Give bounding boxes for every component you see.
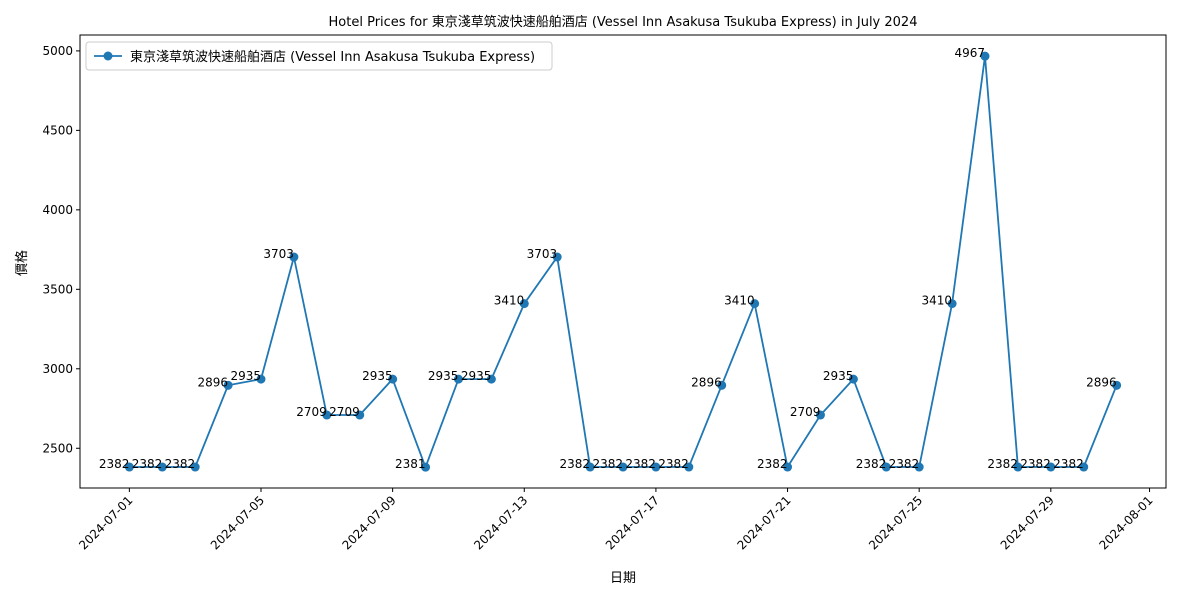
y-tick-label: 3000 [42, 362, 73, 376]
data-label: 2935 [461, 369, 492, 383]
data-label: 2381 [395, 457, 426, 471]
data-label: 3410 [724, 294, 755, 308]
data-label: 2382 [625, 457, 656, 471]
legend-marker-swatch [104, 52, 113, 61]
series-line [129, 56, 1116, 467]
data-label: 2709 [296, 405, 327, 419]
data-label: 2896 [1086, 375, 1117, 389]
data-label: 2935 [428, 369, 459, 383]
data-label: 2382 [560, 457, 591, 471]
data-label: 2382 [1053, 457, 1084, 471]
data-label: 2896 [198, 375, 229, 389]
y-axis: 2500 3000 3500 4000 4500 5000 [42, 44, 80, 455]
data-label: 2382 [1020, 457, 1051, 471]
y-tick-label: 4500 [42, 123, 73, 137]
data-label: 2382 [132, 457, 163, 471]
plot-area [80, 35, 1166, 488]
data-label: 2935 [823, 369, 854, 383]
data-label: 2935 [362, 369, 393, 383]
legend: 東京淺草筑波快速船舶酒店 (Vessel Inn Asakusa Tsukuba… [86, 42, 552, 70]
legend-label: 東京淺草筑波快速船舶酒店 (Vessel Inn Asakusa Tsukuba… [130, 49, 535, 65]
data-label: 2382 [592, 457, 623, 471]
y-axis-label: 價格 [14, 250, 30, 276]
data-label: 2382 [658, 457, 689, 471]
x-tick-label: 2024-08-01 [1096, 493, 1155, 552]
series-markers [125, 52, 1121, 472]
y-tick-label: 2500 [42, 441, 73, 455]
data-label: 3703 [263, 247, 294, 261]
y-tick-label: 5000 [42, 44, 73, 58]
x-tick-label: 2024-07-01 [76, 493, 135, 552]
data-label: 2382 [757, 457, 788, 471]
data-label: 2382 [856, 457, 887, 471]
data-label: 2382 [987, 457, 1018, 471]
data-label: 2709 [329, 405, 360, 419]
x-tick-label: 2024-07-09 [340, 493, 399, 552]
x-axis-label: 日期 [610, 571, 636, 586]
x-tick-label: 2024-07-13 [471, 493, 530, 552]
x-tick-label: 2024-07-29 [998, 493, 1057, 552]
data-label: 2935 [230, 369, 261, 383]
y-tick-label: 4000 [42, 203, 73, 217]
data-label: 2709 [790, 405, 821, 419]
data-label: 3703 [527, 247, 558, 261]
data-label: 2382 [889, 457, 920, 471]
x-axis: 2024-07-01 2024-07-05 2024-07-09 2024-07-13… [76, 488, 1155, 552]
x-tick-label: 2024-07-21 [734, 493, 793, 552]
x-tick-label: 2024-07-25 [866, 493, 925, 552]
data-label: 4967 [954, 46, 985, 60]
x-tick-label: 2024-07-05 [208, 493, 267, 552]
chart-title: Hotel Prices for 東京淺草筑波快速船舶酒店 (Vessel In… [329, 14, 918, 30]
data-label: 2896 [691, 375, 722, 389]
data-label: 2382 [165, 457, 196, 471]
data-label: 3410 [922, 294, 953, 308]
x-tick-label: 2024-07-17 [603, 493, 662, 552]
data-label: 2382 [99, 457, 130, 471]
y-tick-label: 3500 [42, 282, 73, 296]
data-label: 3410 [494, 294, 525, 308]
